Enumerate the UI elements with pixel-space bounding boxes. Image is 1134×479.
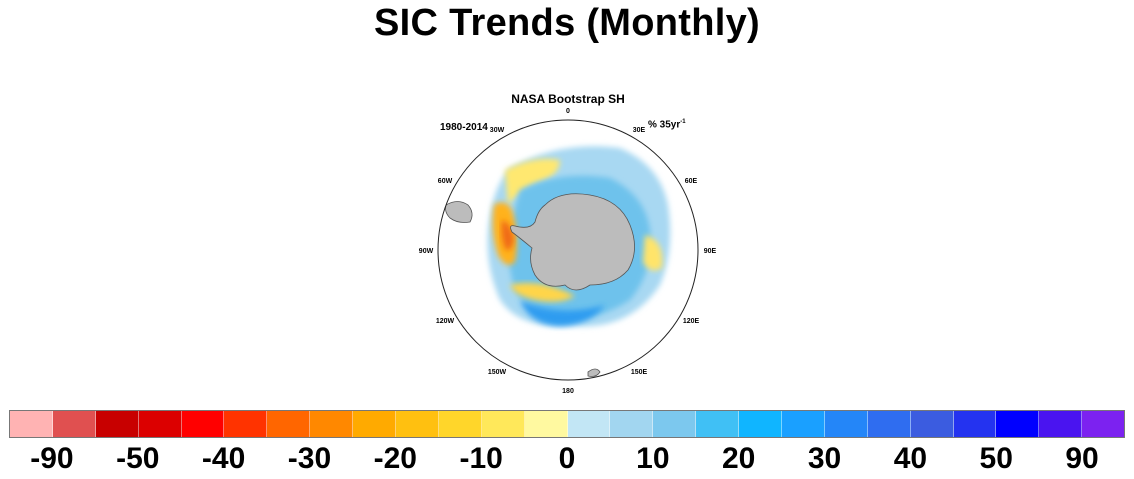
map-boundary: [437, 119, 699, 381]
lon-label: 30E: [633, 127, 646, 134]
units-label: % 35yr-1: [648, 119, 686, 130]
trend-region-east: [643, 235, 663, 271]
colorbar-tick-label: 40: [893, 442, 928, 475]
colorbar-tick-label: 0: [558, 442, 576, 475]
lon-label: 150E: [631, 369, 648, 376]
colorbar-swatch: [138, 411, 182, 437]
colorbar-swatch: [95, 411, 139, 437]
period-label: 1980-2014: [440, 122, 488, 133]
colorbar-swatch: [996, 411, 1040, 437]
units-base: % 35yr: [648, 119, 681, 131]
colorbar-tick-label: 10: [636, 442, 670, 475]
colorbar-tick-label: -30: [287, 442, 332, 475]
lon-label: 180: [562, 388, 574, 395]
trend-region-ross: [520, 300, 605, 326]
colorbar-tick-label: -90: [30, 442, 74, 475]
colorbar-swatch: [1082, 411, 1125, 437]
colorbar-tick-label: -50: [116, 442, 160, 475]
colorbar-swatch: [953, 411, 997, 437]
colorbar-swatch: [782, 411, 825, 437]
colorbar-swatch: [396, 411, 439, 437]
colorbar-swatch: [353, 411, 397, 437]
colorbar-swatch: [1039, 411, 1083, 437]
colorbar-swatch: [524, 411, 568, 437]
colorbar-tick-label: 30: [807, 442, 842, 475]
south-america-land: [445, 201, 473, 223]
colorbar: [9, 410, 1125, 438]
colorbar-swatch: [696, 411, 740, 437]
antarctica-land: [510, 193, 635, 291]
colorbar-tick-label: 50: [979, 442, 1013, 475]
lon-label: 90E: [704, 248, 717, 255]
colorbar-swatch: [10, 411, 53, 437]
lon-label: 90W: [419, 248, 434, 255]
colorbar-swatch: [181, 411, 225, 437]
colorbar-swatch: [610, 411, 654, 437]
lon-label: 120E: [683, 318, 700, 325]
colorbar-swatch: [224, 411, 268, 437]
trend-region-amundsen: [510, 283, 575, 302]
colorbar-tick-label: 90: [1065, 442, 1099, 475]
colorbar-swatch: [52, 411, 96, 437]
panel-title: NASA Bootstrap SH: [511, 92, 625, 106]
colorbar-tick-label: -10: [459, 442, 503, 475]
colorbar-tick-label: -20: [373, 442, 417, 475]
colorbar-swatch: [267, 411, 311, 437]
colorbar-tick-label: -40: [201, 442, 246, 475]
colorbar-swatch: [438, 411, 482, 437]
colorbar-swatch: [910, 411, 954, 437]
units-exponent: -1: [680, 119, 686, 125]
lon-label: 0: [566, 108, 570, 115]
colorbar-swatch: [481, 411, 525, 437]
new-zealand-land: [587, 368, 601, 377]
trend-region-weddell: [505, 158, 560, 205]
trend-region-peninsula: [501, 220, 514, 251]
colorbar-swatch: [567, 411, 611, 437]
lon-label: 30W: [490, 127, 505, 134]
lon-label: 60E: [685, 178, 698, 185]
colorbar-tick-label: 20: [722, 442, 756, 475]
colorbar-swatch: [824, 411, 868, 437]
colorbar-swatch: [739, 411, 783, 437]
lon-label: 120W: [436, 318, 455, 325]
page-title: SIC Trends (Monthly): [374, 2, 760, 44]
lon-label: 150W: [488, 369, 507, 376]
colorbar-swatch: [653, 411, 697, 437]
colorbar-swatch: [310, 411, 354, 437]
lon-label: 60W: [438, 178, 453, 185]
colorbar-swatch: [867, 411, 911, 437]
